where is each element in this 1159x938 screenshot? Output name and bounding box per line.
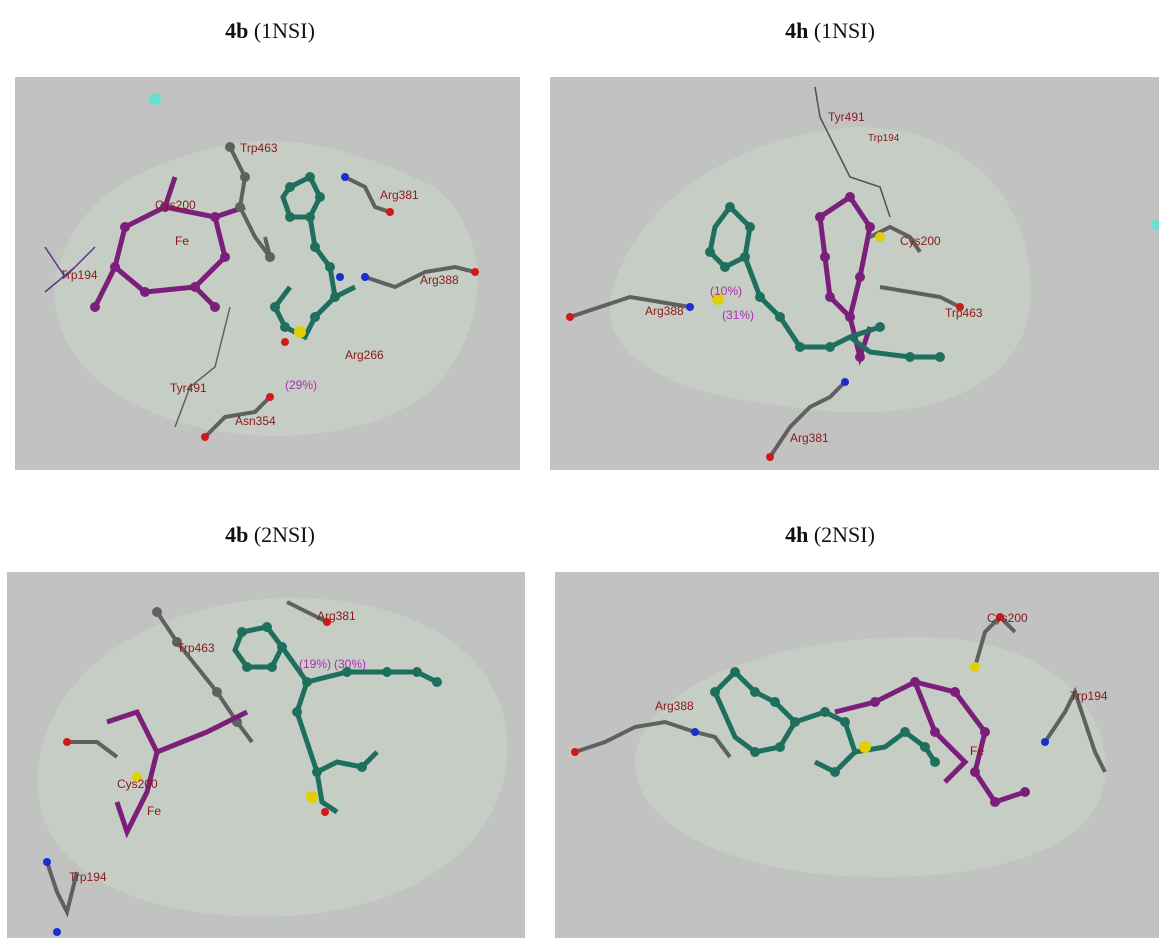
caption-4h-2nsi: 4h (2NSI)	[785, 522, 875, 547]
label-cys200: Cys200	[987, 611, 1028, 625]
molecule-view-4b-1nsi: Trp463 Arg381 Cys200 Fe Trp194 Arg388 Ar…	[44, 93, 479, 441]
label-interaction-31: (31%)	[722, 308, 754, 322]
label-fe: Fe	[970, 744, 984, 758]
label-tyr491: Tyr491	[828, 110, 865, 124]
label-interaction-19: (19%)	[299, 657, 331, 671]
docking-panel-4h-2nsi: Cys200 Trp194 Arg388 Fe	[555, 572, 1159, 938]
caption-4b-1nsi: 4b (1NSI)	[225, 18, 315, 43]
label-trp463: Trp463	[240, 141, 278, 155]
caption-4b-2nsi: 4b (2NSI)	[225, 522, 315, 547]
caption-4h-1nsi: 4h (1NSI)	[785, 18, 875, 43]
label-fe: Fe	[147, 804, 161, 818]
label-trp194: Trp194	[868, 133, 900, 144]
label-trp463: Trp463	[945, 306, 983, 320]
label-arg388: Arg388	[655, 699, 694, 713]
label-arg381: Arg381	[790, 431, 829, 445]
docking-panel-4h-1nsi: Tyr491 Trp194 Cys200 Arg388 (10%) (31%) …	[550, 77, 1159, 470]
label-trp194: Trp194	[1070, 689, 1108, 703]
molecule-view-4h-1nsi: Tyr491 Trp194 Cys200 Arg388 (10%) (31%) …	[566, 86, 1159, 461]
molecule-view-4b-2nsi: Arg381 Trp463 (19%) (30%) Cys200 Fe Trp1…	[36, 596, 509, 936]
label-arg266: Arg266	[345, 348, 384, 362]
label-interaction-29: (29%)	[285, 378, 317, 392]
label-trp463: Trp463	[177, 641, 215, 655]
label-asn354: Asn354	[235, 414, 276, 428]
label-cys200: Cys200	[155, 198, 196, 212]
label-cys200: Cys200	[117, 777, 158, 791]
label-trp194: Trp194	[60, 268, 98, 282]
label-arg381: Arg381	[317, 609, 356, 623]
label-cys200: Cys200	[900, 234, 941, 248]
label-arg388: Arg388	[420, 273, 459, 287]
docking-panel-4b-1nsi: Trp463 Arg381 Cys200 Fe Trp194 Arg388 Ar…	[15, 77, 520, 470]
label-interaction-10: (10%)	[710, 284, 742, 298]
label-arg388: Arg388	[645, 304, 684, 318]
label-interaction-30: (30%)	[334, 657, 366, 671]
label-tyr491: Tyr491	[170, 381, 207, 395]
molecule-view-4h-2nsi: Cys200 Trp194 Arg388 Fe	[571, 611, 1108, 879]
docking-panel-4b-2nsi: Arg381 Trp463 (19%) (30%) Cys200 Fe Trp1…	[7, 572, 525, 938]
label-arg381: Arg381	[380, 188, 419, 202]
label-trp194: Trp194	[69, 870, 107, 884]
label-fe: Fe	[175, 234, 189, 248]
